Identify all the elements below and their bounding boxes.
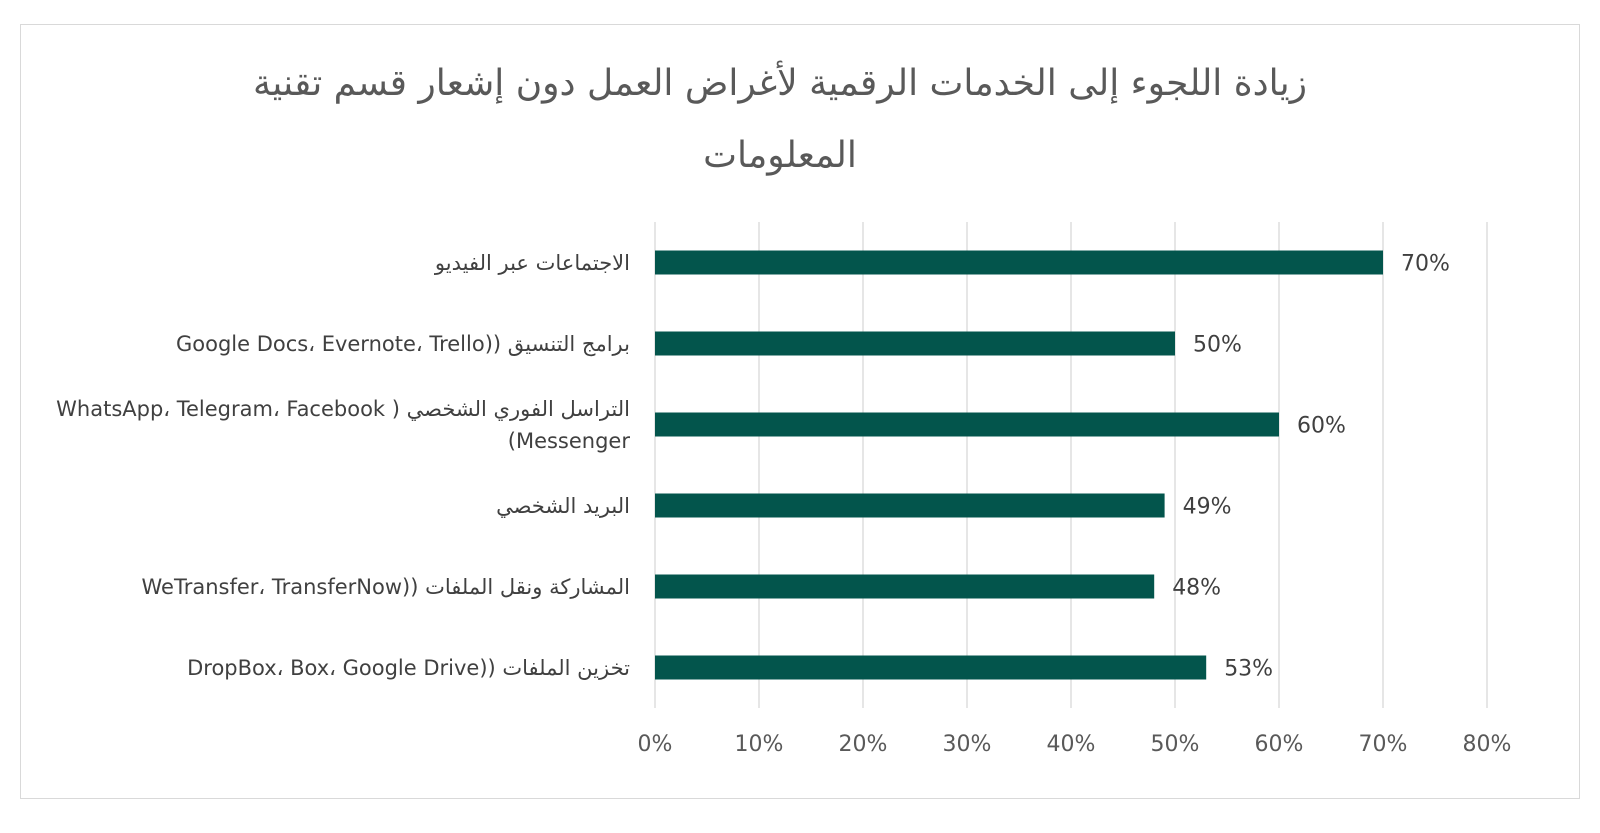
x-tick-label: 30%	[943, 732, 992, 757]
bar	[655, 574, 1155, 599]
category-label: التراسل الفوري الشخصي ( WhatsApp، Telegr…	[56, 396, 630, 453]
category-label: المشاركة ونقل الملفات ((WeTransfer، Tran…	[141, 574, 630, 599]
x-tick-label: 0%	[638, 732, 673, 757]
category-label: البريد الشخصي	[496, 493, 630, 518]
bar	[655, 493, 1165, 518]
x-tick-label: 70%	[1359, 732, 1408, 757]
x-tick-label: 40%	[1047, 732, 1096, 757]
x-tick-label: 50%	[1151, 732, 1200, 757]
data-label: 49%	[1183, 495, 1232, 520]
category-label: الاجتماعات عبر الفيديو	[434, 250, 630, 275]
chart-title: زيادة اللجوء إلى الخدمات الرقمية لأغراض …	[252, 63, 1308, 176]
x-tick-label: 20%	[839, 732, 888, 757]
bar	[655, 412, 1279, 437]
x-tick-label: 80%	[1463, 732, 1512, 757]
category-label: برامج التنسيق ((Google Docs، Evernote، T…	[176, 331, 630, 356]
data-label: 53%	[1224, 657, 1273, 682]
x-tick-label: 10%	[735, 732, 784, 757]
data-label: 48%	[1172, 576, 1221, 601]
x-tick-label: 60%	[1255, 732, 1304, 757]
data-label: 50%	[1193, 333, 1242, 358]
bar	[655, 331, 1175, 356]
category-label: تخزين الملفات ((DropBox، Box، Google Dri…	[187, 655, 630, 680]
data-label: 60%	[1297, 414, 1346, 439]
bar	[655, 250, 1383, 275]
data-label: 70%	[1401, 252, 1450, 277]
bar	[655, 655, 1207, 680]
